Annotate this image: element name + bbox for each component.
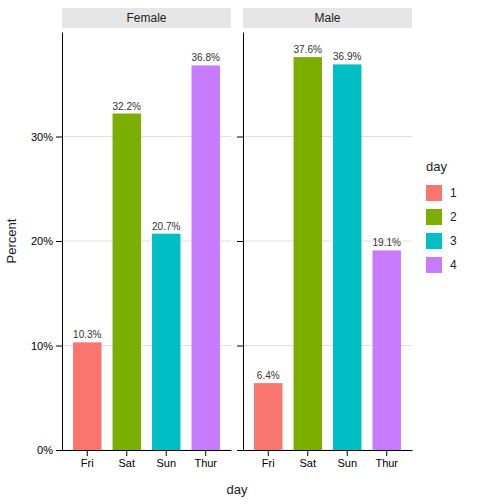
tick-label: 20% [31,235,53,247]
tick-mark [126,450,127,456]
y-tick: 0% [37,444,62,456]
x-tick: Fri [81,450,94,469]
y-axis: 0% 10% 20% 30% [31,33,63,457]
tick-label: Fri [81,457,94,469]
legend-swatch [426,185,442,201]
tick-mark [87,450,88,456]
legend-title: day [426,159,447,174]
legend-label: 1 [450,186,457,200]
data-labels: 6.4% 37.6% 36.9% 19.1% [257,44,401,381]
y-tick: 20% [31,235,62,247]
x-tick: Fri [262,450,275,469]
tick-label: Sat [118,457,135,469]
legend-label: 3 [450,234,457,248]
bar [73,342,101,450]
strip [243,8,412,28]
x-tick: Sat [118,450,135,469]
x-tick: Thur [194,450,217,469]
x-tick: Sat [299,450,316,469]
tick-mark [237,137,243,138]
data-label: 37.6% [294,44,322,55]
bar [152,234,180,450]
x-tick: Thur [375,450,398,469]
data-label: 36.8% [192,52,220,63]
tick-mark [166,450,167,456]
tick-label: Thur [194,457,217,469]
data-label: 36.9% [333,51,361,62]
x-tick: Sun [337,450,357,469]
panel-title: Male [314,11,340,25]
y-axis [237,33,244,451]
tick-mark [237,450,243,451]
strip [62,8,231,28]
tick-mark [56,241,62,242]
tick-label: Fri [262,457,275,469]
panel-title: Female [126,11,166,25]
legend-swatch [426,209,442,225]
y-tick: 30% [31,131,62,143]
legend-swatch [426,233,442,249]
y-axis-title: Percent [4,218,19,263]
y-tick [237,450,243,451]
tick-label: 10% [31,340,53,352]
bar [254,383,282,450]
bar [113,114,141,450]
legend-label: 4 [450,258,457,272]
tick-label: Sat [299,457,316,469]
y-tick [237,137,243,138]
tick-label: Sun [156,457,176,469]
tick-mark [268,450,269,456]
bar [192,65,220,450]
data-label: 6.4% [257,370,280,381]
tick-mark [56,137,62,138]
panel: 10.3% 32.2% 20.7% 36.8% 0% 10% 20% 30% Fri Sat Sun… [31,8,232,469]
tick-mark [237,241,243,242]
data-label: 20.7% [152,221,180,232]
tick-mark [237,346,243,347]
legend-label: 2 [450,210,457,224]
bar [333,64,361,450]
tick-mark [56,450,62,451]
tick-mark [386,450,387,456]
grid-line [243,136,412,137]
y-tick [237,241,243,242]
bar [294,57,322,450]
data-label: 10.3% [73,329,101,340]
bar [373,250,401,450]
x-axis: Fri Sat Sun Thur [244,450,413,469]
data-labels: 10.3% 32.2% 20.7% 36.8% [73,52,220,340]
data-label: 32.2% [113,101,141,112]
axis-line [62,33,63,451]
tick-mark [205,450,206,456]
bars [73,65,220,450]
chart: 10.3% 32.2% 20.7% 36.8% 0% 10% 20% 30% Fri Sat Sun… [0,0,504,504]
legend: day1 2 3 4 [426,159,457,273]
tick-mark [347,450,348,456]
y-tick [237,346,243,347]
tick-mark [307,450,308,456]
data-label: 19.1% [373,237,401,248]
panel: 6.4% 37.6% 36.9% 19.1% Fri Sat Sun Thur Male [237,8,413,469]
tick-label: Sun [337,457,357,469]
tick-label: 0% [37,444,53,456]
bars [254,57,401,450]
tick-label: Thur [375,457,398,469]
axis-line [243,33,244,451]
x-axis: Fri Sat Sun Thur [63,450,232,469]
y-tick: 10% [31,340,62,352]
x-tick: Sun [156,450,176,469]
tick-mark [56,346,62,347]
grid [243,137,412,451]
legend-swatch [426,257,442,273]
x-axis-title: day [227,482,248,497]
tick-label: 30% [31,131,53,143]
